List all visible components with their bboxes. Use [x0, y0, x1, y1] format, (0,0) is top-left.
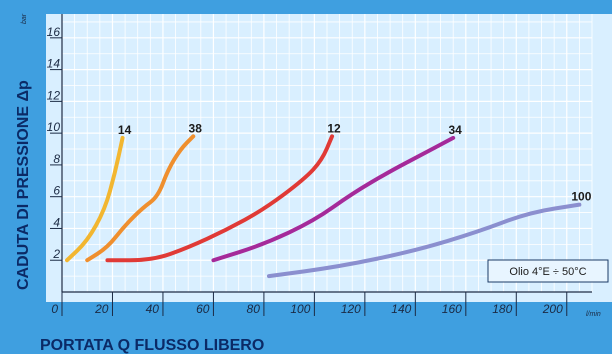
series-label-34: 34 [449, 123, 463, 137]
x-axis-label: PORTATA Q FLUSSO LIBERO [40, 337, 264, 354]
y-tick-label: 2 [52, 247, 60, 261]
series-line-14 [65, 135, 125, 263]
x-tick-label: 40 [146, 302, 160, 316]
bottom-band [0, 330, 612, 354]
note-text: Olio 4°E ÷ 50°C [509, 266, 586, 278]
series-line-100 [266, 202, 582, 279]
series-label-100: 100 [571, 190, 591, 204]
y-tick-label: 4 [53, 215, 60, 229]
y-tick-label: 12 [47, 88, 61, 102]
x-tick-label: 200 [542, 302, 563, 316]
series-line-12 [105, 134, 335, 263]
x-tick-label: 180 [492, 302, 512, 316]
note-box [487, 259, 609, 283]
x-tick-label: 60 [196, 302, 210, 316]
y-axis-label: CADUTA DI PRESSIONE Δp [15, 80, 32, 290]
series-label-38: 38 [189, 121, 203, 135]
x-tick-label: 120 [341, 302, 361, 316]
x-tick-label: 20 [94, 302, 109, 316]
y-unit-label: bar [21, 13, 28, 24]
y-tick-label: 6 [53, 184, 60, 198]
x-tick-label: 140 [391, 302, 411, 316]
series-line-34 [211, 135, 456, 263]
y-tick-label: 16 [47, 25, 61, 39]
x-tick-label: 100 [290, 302, 310, 316]
x-tick-label: 0 [51, 302, 58, 316]
grid [61, 14, 593, 293]
y-tick-label: 8 [53, 152, 60, 166]
series-group [65, 134, 582, 279]
series-label-14: 14 [118, 123, 132, 137]
plot-background [46, 14, 612, 302]
series-line-38 [85, 134, 196, 263]
x-tick-label: 160 [442, 302, 462, 316]
y-tick-label: 10 [47, 120, 61, 134]
x-tick-label: 80 [247, 302, 261, 316]
series-label-12: 12 [327, 121, 341, 135]
labels-group: 14 38 12 34 100 [118, 121, 592, 203]
x-unit-label: l/min [586, 311, 601, 318]
y-tick-label: 14 [47, 57, 61, 71]
